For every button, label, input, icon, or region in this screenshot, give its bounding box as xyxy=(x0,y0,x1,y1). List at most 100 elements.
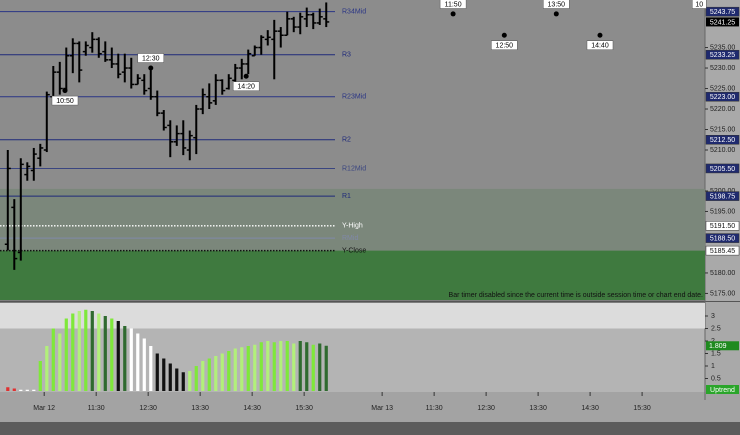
level-price-box xyxy=(705,135,740,145)
y-tick-label: 3 xyxy=(711,313,715,320)
level-price-box xyxy=(705,163,740,174)
annotation-label: 14:20 xyxy=(237,84,255,91)
histogram-bar xyxy=(162,358,166,391)
histogram-bar xyxy=(58,333,62,391)
y-tick-label: 5235.00 xyxy=(710,44,735,51)
annotation-dot xyxy=(148,65,154,71)
histogram-bar xyxy=(142,338,146,391)
histogram-bar xyxy=(84,309,88,391)
level-name: R34Mid xyxy=(342,9,366,16)
histogram-bar xyxy=(149,346,153,391)
annotation-box xyxy=(543,0,570,9)
annotation-label: 11:50 xyxy=(445,1,462,8)
histogram-bar xyxy=(12,388,16,391)
level-name: R23Mid xyxy=(342,94,366,101)
histogram-bar xyxy=(194,366,198,391)
level-price-box xyxy=(705,233,740,243)
histogram-bar xyxy=(201,361,205,391)
x-tick-label: 14:30 xyxy=(243,405,261,412)
x-tick-label: Mar 12 xyxy=(33,405,55,412)
level-price: 5205.50 xyxy=(710,166,735,173)
level-price: 5223.00 xyxy=(710,94,735,101)
histogram-bar xyxy=(97,313,101,391)
annotation-label: 10 xyxy=(695,1,703,8)
y-tick-label: 0.5 xyxy=(711,375,721,382)
level-name: R1 xyxy=(342,193,351,200)
histogram-bar xyxy=(175,368,179,391)
level-name: RMid xyxy=(342,235,358,242)
histogram-bar xyxy=(259,342,263,391)
annotation-box xyxy=(232,81,260,91)
annotation-label: 10:50 xyxy=(56,98,74,105)
annotation-box xyxy=(692,0,707,9)
annotation-box xyxy=(491,40,518,50)
level-price-box xyxy=(705,245,740,256)
x-tick-label: 13:30 xyxy=(191,405,209,412)
last-value: 1.809 xyxy=(709,343,727,350)
histogram-bar xyxy=(110,318,114,391)
x-tick-label: 12:30 xyxy=(477,405,495,412)
x-tick-label: 15:30 xyxy=(295,405,313,412)
annotation-label: 13:50 xyxy=(548,1,566,8)
y-tick-label: 5225.00 xyxy=(710,85,735,92)
histogram-bar xyxy=(90,311,94,391)
level-price: 5188.50 xyxy=(710,235,735,242)
status-bar xyxy=(0,422,740,435)
level-name: Y-Close xyxy=(342,247,366,254)
histogram-bar xyxy=(51,328,55,391)
level-price: 5191.50 xyxy=(710,223,735,230)
y-tick-label: 5220.00 xyxy=(710,106,735,113)
histogram-bar xyxy=(214,356,218,391)
histogram-bar xyxy=(64,318,68,391)
y-tick-label: 1 xyxy=(711,363,715,370)
histogram-bar xyxy=(38,361,42,391)
level-name: R2 xyxy=(342,137,351,144)
histogram-bar xyxy=(136,333,140,391)
histogram-bar xyxy=(318,343,322,391)
histogram-bar xyxy=(285,341,289,391)
histogram-bar xyxy=(116,321,120,391)
x-tick-label: 11:30 xyxy=(426,405,443,412)
histogram-bar xyxy=(305,342,309,391)
annotation-dot xyxy=(62,88,68,94)
histogram-bar xyxy=(25,389,29,391)
annotation-label: 12:30 xyxy=(142,55,160,62)
level-price-box xyxy=(705,49,740,60)
y-tick-label: 5195.00 xyxy=(710,208,735,215)
histogram-bar xyxy=(71,313,75,391)
annotation-dot xyxy=(597,32,603,38)
histogram-bar xyxy=(246,346,250,391)
last-price-box xyxy=(706,17,739,27)
zone xyxy=(0,250,705,300)
x-tick-label: 13:30 xyxy=(529,405,547,412)
annotation-dot xyxy=(450,11,456,17)
level-price-box xyxy=(705,191,740,201)
annotation-label: 14:40 xyxy=(591,43,609,50)
annotation-dot xyxy=(501,32,507,38)
x-tick-label: 15:30 xyxy=(633,405,651,412)
histogram-bar xyxy=(168,363,172,391)
histogram-bar xyxy=(233,348,237,391)
histogram-bar xyxy=(188,371,192,391)
y-tick-label: 5215.00 xyxy=(710,126,735,133)
y-tick-label: 5200.00 xyxy=(710,188,735,195)
histogram-bar xyxy=(103,316,107,391)
annotation-box xyxy=(51,95,79,106)
histogram-bar xyxy=(207,358,211,391)
level-price-box xyxy=(705,6,740,17)
level-price-box xyxy=(705,221,740,231)
y-tick-label: 5175.00 xyxy=(710,290,735,297)
y-tick-label: 5210.00 xyxy=(710,147,735,154)
level-name: R12Mid xyxy=(342,165,366,172)
histogram-bar xyxy=(32,389,36,391)
histogram-bar xyxy=(279,341,283,391)
x-tick-label: 11:30 xyxy=(88,405,105,412)
level-name: R3 xyxy=(342,52,351,59)
level-price-box xyxy=(705,91,740,102)
time-axis xyxy=(0,392,740,422)
y-tick-label: 1.5 xyxy=(711,350,721,357)
y-tick-label: 2.5 xyxy=(711,325,721,332)
histogram-bar xyxy=(77,311,81,391)
level-price: 5198.75 xyxy=(710,193,735,200)
